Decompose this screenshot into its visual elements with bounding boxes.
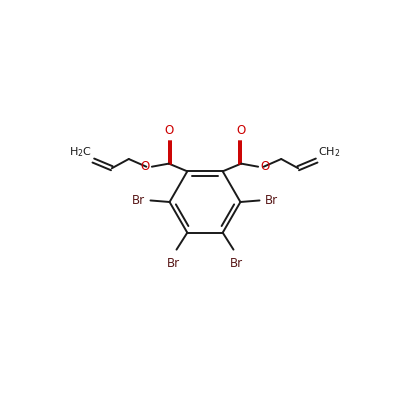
Text: Br: Br xyxy=(265,194,278,207)
Text: O: O xyxy=(260,160,269,172)
Text: Br: Br xyxy=(167,257,180,270)
Text: Br: Br xyxy=(230,257,243,270)
Text: O: O xyxy=(236,124,246,136)
Text: H$_2$C: H$_2$C xyxy=(69,145,92,159)
Text: O: O xyxy=(164,124,174,136)
Text: O: O xyxy=(141,160,150,172)
Text: Br: Br xyxy=(132,194,145,207)
Text: CH$_2$: CH$_2$ xyxy=(318,145,340,159)
